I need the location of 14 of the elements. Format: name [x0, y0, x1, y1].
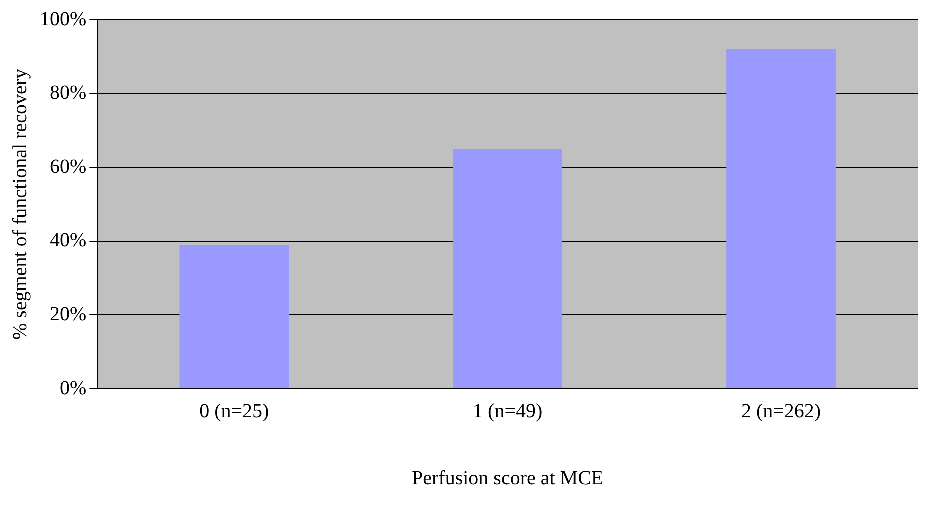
- y-tick-label: 100%: [40, 8, 87, 30]
- y-tick-label: 0%: [60, 377, 87, 400]
- x-tick-label: 2 (n=262): [741, 400, 822, 422]
- bar: [726, 50, 836, 388]
- y-tick-label: 60%: [50, 156, 87, 178]
- x-tick-label: 1 (n=49): [473, 400, 543, 422]
- bar: [453, 149, 563, 388]
- bar: [180, 245, 290, 388]
- y-tick-label: 40%: [50, 230, 87, 252]
- y-axis-title: % segment of functional recovery: [9, 68, 32, 340]
- x-tick-label: 0 (n=25): [200, 400, 270, 422]
- x-axis-title: Perfusion score at MCE: [412, 467, 604, 490]
- y-tick-label: 80%: [50, 82, 87, 104]
- y-tick-label: 20%: [50, 303, 87, 326]
